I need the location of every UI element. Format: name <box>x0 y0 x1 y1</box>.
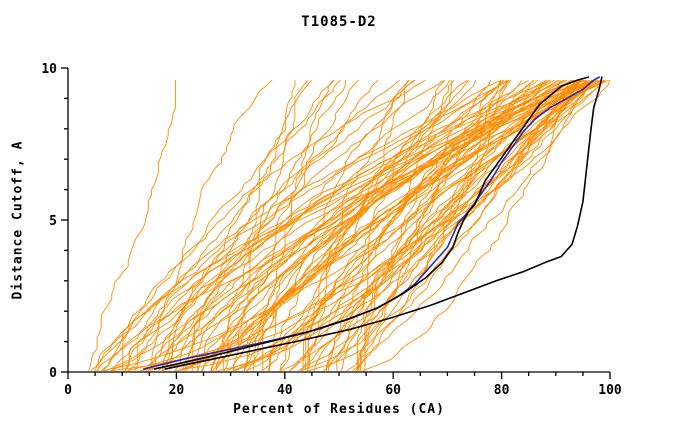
ensemble-curve <box>150 80 379 371</box>
ensemble-curve <box>222 80 309 371</box>
x-tick-label: 60 <box>385 383 401 398</box>
ensemble-curve <box>301 80 571 371</box>
y-tick-label: 10 <box>41 62 57 77</box>
ensemble-curve <box>122 80 426 371</box>
axes-frame <box>67 68 610 373</box>
y-tick-label: 5 <box>49 214 57 229</box>
ensemble-curve <box>134 80 565 371</box>
ensemble-curve <box>175 80 594 371</box>
ensemble-curve <box>197 80 602 371</box>
ensemble-curve <box>336 80 452 371</box>
ensemble-curve <box>226 80 587 371</box>
ensemble-curve <box>234 80 604 371</box>
ensemble-curve <box>323 80 593 371</box>
x-tick-label: 40 <box>277 383 293 398</box>
x-tick-label: 80 <box>494 383 510 398</box>
ensemble-curve <box>305 80 547 371</box>
ensemble-curve <box>352 80 586 371</box>
chart-title: T1085-D2 <box>301 14 377 30</box>
ensemble-curve <box>179 80 455 371</box>
ensemble-curve <box>148 80 273 371</box>
ensemble-curve <box>307 80 572 371</box>
ensemble-curve <box>169 80 551 371</box>
ensemble-curve <box>233 80 538 371</box>
ensemble-curve <box>196 80 573 371</box>
series-model-black-1 <box>153 76 590 370</box>
ensemble-curve <box>174 80 585 371</box>
ensemble-curve <box>97 80 508 371</box>
ensemble-curve <box>163 80 594 371</box>
ensemble-curve <box>146 80 529 371</box>
ensemble-curve <box>218 80 582 371</box>
x-axis-label: Percent of Residues (CA) <box>233 402 445 417</box>
ensemble-curve <box>306 80 549 371</box>
ensemble-curve <box>127 80 312 371</box>
ensemble-curve <box>124 80 509 371</box>
ensemble-curve <box>127 80 587 371</box>
x-tick-label: 0 <box>64 383 72 398</box>
ensemble-curve <box>290 80 572 371</box>
ensemble-curve <box>346 80 508 371</box>
ensemble-curve <box>94 80 335 371</box>
ensemble-curve <box>280 80 594 371</box>
ensemble-curve <box>139 80 596 371</box>
y-tick-label: 0 <box>49 366 57 381</box>
ensemble-curve <box>124 80 574 371</box>
ensemble-curve <box>215 80 359 371</box>
ensemble-curve <box>279 80 582 371</box>
y-axis-label-text: Distance Cutoff, A <box>10 140 26 300</box>
x-tick-label: 20 <box>169 383 185 398</box>
ensemble-curve <box>192 80 400 371</box>
ensemble-curve <box>247 80 606 371</box>
x-tick-label: 100 <box>598 383 622 398</box>
ensemble-curve <box>161 80 450 371</box>
ensemble-curve <box>151 80 416 371</box>
ensemble-curve <box>88 80 176 371</box>
ensemble-curve <box>326 80 593 371</box>
ensemble-curve <box>328 80 501 371</box>
ensemble-curve <box>362 80 592 371</box>
ensemble-curve <box>262 80 414 371</box>
ensemble-curve <box>184 80 444 371</box>
series-model-black-2 <box>164 76 603 370</box>
ensemble-curve <box>100 80 341 371</box>
ensemble-curve <box>224 80 582 371</box>
ensemble-curve <box>103 80 596 371</box>
